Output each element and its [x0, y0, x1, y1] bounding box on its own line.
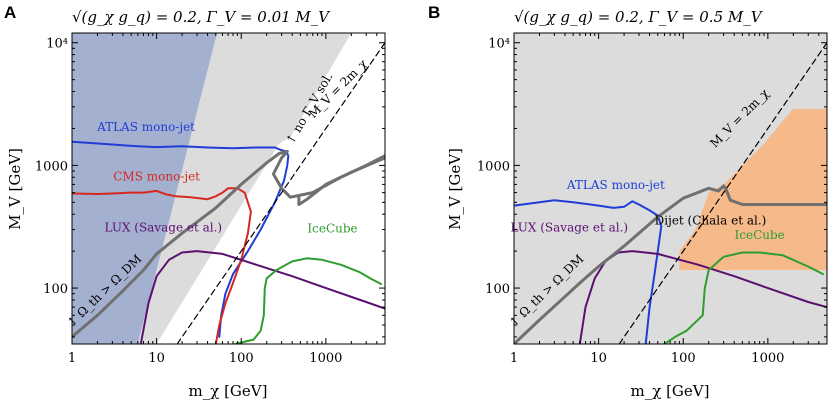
- panel-a-title: √(g_χ g_q) = 0.2, Γ_V = 0.01 M_V: [72, 8, 331, 26]
- panel-b-series-lux-savage-et-al: [578, 250, 827, 344]
- panel-a-series-relic-density: [72, 149, 385, 339]
- panel-a-annotation-icecube: IceCube: [307, 221, 357, 235]
- panel-a-series-relic-density-branch: [297, 156, 385, 206]
- panel-b: B √(g_χ g_q) = 0.2, Γ_V = 0.5 M_V 1 10 100…: [428, 3, 828, 400]
- panel-b-annotation-icecube: IceCube: [735, 228, 785, 242]
- panel-a-series-lux-savage-et-al: [139, 250, 385, 344]
- panel-b-ylabel: M_V [GeV]: [446, 148, 464, 230]
- panel-a-annotation-atlas-mono-jet: ATLAS mono-jet: [96, 120, 195, 134]
- panel-a-xtick-label: 1: [68, 351, 76, 366]
- panel-a-frame: [71, 32, 386, 345]
- panel-b-xlabel: m_χ [GeV]: [631, 382, 710, 400]
- panel-a-ytick-label: 10⁴: [46, 37, 68, 52]
- panel-a-plot: 1 10 100 1000 100 1000 10⁴ ATLAS mono-jet CMS mo…: [35, 33, 386, 366]
- panel-b-series-icecube: [663, 251, 825, 344]
- panel-a-xtick-label: 10: [148, 351, 165, 366]
- panel-b-title: √(g_χ g_q) = 0.2, Γ_V = 0.5 M_V: [514, 8, 764, 26]
- panel-b-ytick-label: 10⁴: [488, 37, 510, 52]
- panel-b-plot: 1 10 100 1000 100 1000 10⁴ ATLAS mono-jet LUX (S…: [477, 33, 828, 366]
- panel-b-xtick-label: 10: [590, 351, 607, 366]
- panel-a-region-excluded-region: [72, 33, 218, 344]
- panel-a-xlabel: m_χ [GeV]: [189, 382, 268, 400]
- panel-b-xtick-label: 100: [671, 351, 696, 366]
- panel-b-series-atlas-mono-jet: [514, 199, 663, 344]
- panel-b-annotation-lux-savage-et-al: LUX (Savage et al.): [510, 220, 628, 234]
- panel-b-series-m-v-2-m: [618, 41, 827, 344]
- panel-a-ylabel: M_V [GeV]: [6, 148, 24, 230]
- panel-b-frame: [513, 32, 828, 345]
- panel-a-series-cms-mono-jet: [72, 187, 252, 344]
- panel-a-series-icecube: [234, 257, 383, 344]
- panel-a-annotation-lux-savage-et-al: LUX (Savage et al.): [105, 220, 223, 234]
- panel-b-series-relic-density: [514, 184, 827, 344]
- panel-a-ytick-label: 100: [43, 282, 68, 297]
- panel-b-ytick-label: 1000: [477, 159, 510, 174]
- panel-b-xtick-label: 1000: [751, 351, 784, 366]
- panel-a-ytick-label: 1000: [35, 159, 68, 174]
- panel-a: A √(g_χ g_q) = 0.2, Γ_V = 0.01 M_V 1 10 10…: [4, 3, 386, 400]
- panel-a-xtick-label: 1000: [309, 351, 342, 366]
- panel-a-annotation-cms-mono-jet: CMS mono-jet: [113, 170, 200, 184]
- panel-a-letter: A: [4, 3, 16, 22]
- panel-b-ytick-label: 100: [485, 282, 510, 297]
- panel-b-xtick-label: 1: [510, 351, 518, 366]
- panel-a-region-no-width-solution: [137, 33, 352, 344]
- panel-b-region-dijet-region: [679, 108, 827, 271]
- panel-a-xtick-label: 100: [229, 351, 254, 366]
- panel-a-series-m-v-2-m: [176, 41, 385, 344]
- panel-b-annotation-dijet-chala-et-al: Dijet (Chala et al.): [655, 213, 767, 227]
- panel-b-letter: B: [428, 3, 440, 22]
- panel-b-annotation-atlas-mono-jet: ATLAS mono-jet: [566, 178, 665, 192]
